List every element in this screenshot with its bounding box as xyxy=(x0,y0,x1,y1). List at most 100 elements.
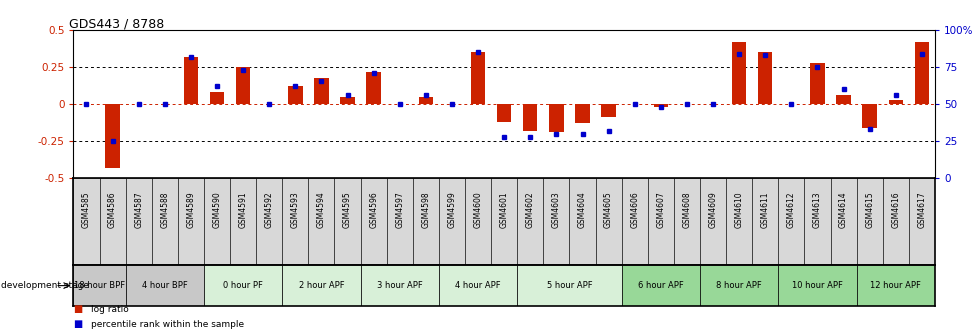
Bar xyxy=(209,92,224,104)
Bar xyxy=(751,178,778,265)
Text: GSM4587: GSM4587 xyxy=(134,191,143,228)
Bar xyxy=(621,265,699,306)
Bar xyxy=(516,178,543,265)
Text: 10 hour APF: 10 hour APF xyxy=(791,281,842,290)
Text: 5 hour APF: 5 hour APF xyxy=(546,281,592,290)
Bar xyxy=(835,95,850,104)
Bar xyxy=(600,104,615,118)
Text: GSM4610: GSM4610 xyxy=(734,191,743,228)
Text: GSM4612: GSM4612 xyxy=(786,191,795,228)
Bar xyxy=(497,104,511,122)
Text: GSM4613: GSM4613 xyxy=(812,191,822,228)
Bar xyxy=(419,97,432,104)
Text: GSM4609: GSM4609 xyxy=(708,191,717,228)
Text: 0 hour PF: 0 hour PF xyxy=(223,281,263,290)
Bar xyxy=(334,178,360,265)
Bar xyxy=(106,104,119,168)
Bar xyxy=(360,178,386,265)
Text: GSM4614: GSM4614 xyxy=(838,191,847,228)
Text: GSM4606: GSM4606 xyxy=(630,191,639,228)
Bar xyxy=(230,178,256,265)
Text: GSM4600: GSM4600 xyxy=(473,191,482,228)
Bar xyxy=(413,178,438,265)
Bar xyxy=(569,178,595,265)
Bar xyxy=(73,178,100,265)
Text: 4 hour BPF: 4 hour BPF xyxy=(142,281,188,290)
Text: GSM4585: GSM4585 xyxy=(82,191,91,228)
Text: GSM4598: GSM4598 xyxy=(421,191,430,228)
Bar xyxy=(888,100,902,104)
Bar xyxy=(340,97,354,104)
Bar xyxy=(653,104,667,107)
Bar xyxy=(595,178,621,265)
Bar xyxy=(516,265,621,306)
Text: percentile rank within the sample: percentile rank within the sample xyxy=(91,320,244,329)
Bar xyxy=(543,178,569,265)
Bar xyxy=(438,265,516,306)
Text: GSM4586: GSM4586 xyxy=(108,191,117,228)
Bar xyxy=(810,63,823,104)
Text: GSM4616: GSM4616 xyxy=(890,191,900,228)
Bar xyxy=(778,265,856,306)
Bar xyxy=(256,178,282,265)
Text: GSM4590: GSM4590 xyxy=(212,191,221,228)
Text: 8 hour APF: 8 hour APF xyxy=(716,281,761,290)
Text: GSM4603: GSM4603 xyxy=(552,191,560,228)
Bar xyxy=(236,67,250,104)
Bar xyxy=(125,265,203,306)
Bar xyxy=(829,178,856,265)
Bar xyxy=(360,265,438,306)
Text: GSM4615: GSM4615 xyxy=(865,191,873,228)
Bar xyxy=(203,178,230,265)
Text: GSM4589: GSM4589 xyxy=(186,191,196,228)
Bar xyxy=(862,104,876,128)
Bar xyxy=(856,265,934,306)
Bar xyxy=(699,178,726,265)
Bar xyxy=(73,265,125,306)
Bar xyxy=(732,42,745,104)
Text: GSM4602: GSM4602 xyxy=(525,191,534,228)
Text: 18 hour BPF: 18 hour BPF xyxy=(74,281,125,290)
Text: GSM4592: GSM4592 xyxy=(264,191,274,228)
Text: GSM4605: GSM4605 xyxy=(603,191,612,228)
Text: GSM4607: GSM4607 xyxy=(655,191,665,228)
Bar xyxy=(125,178,152,265)
Text: GSM4599: GSM4599 xyxy=(447,191,456,228)
Bar xyxy=(549,104,563,132)
Bar xyxy=(438,178,465,265)
Bar xyxy=(282,265,360,306)
Bar xyxy=(465,178,491,265)
Text: ■: ■ xyxy=(73,304,82,314)
Bar xyxy=(726,178,751,265)
Bar xyxy=(699,265,778,306)
Bar xyxy=(491,178,516,265)
Text: 3 hour APF: 3 hour APF xyxy=(377,281,422,290)
Bar xyxy=(366,72,380,104)
Bar xyxy=(308,178,334,265)
Text: GSM4617: GSM4617 xyxy=(916,191,925,228)
Bar xyxy=(522,104,537,131)
Bar xyxy=(913,42,928,104)
Text: 12 hour APF: 12 hour APF xyxy=(869,281,920,290)
Bar xyxy=(778,178,804,265)
Bar xyxy=(178,178,203,265)
Bar xyxy=(621,178,647,265)
Bar xyxy=(314,78,329,104)
Text: GSM4594: GSM4594 xyxy=(317,191,326,228)
Text: GSM4604: GSM4604 xyxy=(577,191,587,228)
Bar xyxy=(282,178,308,265)
Text: ■: ■ xyxy=(73,319,82,329)
Text: GSM4591: GSM4591 xyxy=(239,191,247,228)
Text: GDS443 / 8788: GDS443 / 8788 xyxy=(69,17,164,30)
Bar xyxy=(288,86,302,104)
Text: log ratio: log ratio xyxy=(91,305,129,314)
Text: development stage: development stage xyxy=(1,281,89,290)
Bar xyxy=(152,178,178,265)
Text: 2 hour APF: 2 hour APF xyxy=(298,281,344,290)
Bar xyxy=(470,52,485,104)
Text: 4 hour APF: 4 hour APF xyxy=(455,281,501,290)
Bar xyxy=(856,178,882,265)
Bar xyxy=(386,178,413,265)
Text: 6 hour APF: 6 hour APF xyxy=(638,281,683,290)
Bar xyxy=(882,178,908,265)
